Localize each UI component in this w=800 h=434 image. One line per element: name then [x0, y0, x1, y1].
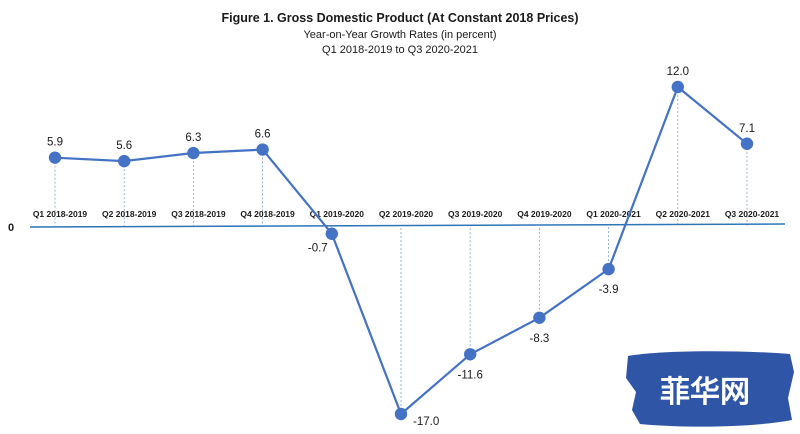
category-tick-label: Q1 2019-2020 — [310, 209, 365, 219]
category-tick-label: Q1 2018-2019 — [33, 209, 88, 219]
data-point-marker — [602, 262, 615, 276]
zero-axis-line — [29, 223, 786, 228]
data-labels: 5.9 5.6 6.3 6.6 -0.7 -17.0 -11.6 -8.3 -3.9 12.0 7.… — [47, 66, 755, 428]
category-tick-label: Q4 2018-2019 — [240, 209, 295, 219]
data-point-marker — [671, 80, 684, 94]
category-tick-label: Q2 2020-2021 — [656, 209, 711, 219]
data-value-label: -0.7 — [308, 243, 328, 255]
data-value-label: 5.6 — [116, 140, 132, 152]
data-point-marker — [187, 146, 200, 160]
watermark-text: 菲华网 — [660, 375, 750, 410]
data-point-marker — [740, 137, 754, 150]
data-value-label: -3.9 — [599, 284, 619, 296]
data-value-label: 7.1 — [739, 123, 755, 135]
watermark-brush-background — [626, 351, 794, 427]
zero-axis-label: 0 — [8, 222, 14, 234]
drop-lines — [54, 87, 748, 414]
category-tick-label: Q2 2019-2020 — [379, 209, 434, 219]
chart-subtitle-1: Year-on-Year Growth Rates (in percent) — [303, 29, 496, 41]
data-point-marker — [325, 227, 338, 240]
category-tick-label: Q2 2018-2019 — [102, 209, 157, 219]
data-value-label: 6.3 — [185, 132, 201, 144]
category-tick-label: Q3 2018-2019 — [171, 209, 226, 219]
category-tick-label: Q3 2020-2021 — [725, 209, 780, 219]
data-point-marker — [533, 311, 546, 324]
data-value-label: 5.9 — [47, 137, 63, 149]
data-value-label: -17.0 — [413, 416, 439, 428]
data-value-label: -8.3 — [529, 333, 549, 345]
data-value-label: 6.6 — [255, 129, 271, 141]
category-tick-label: Q3 2019-2020 — [448, 209, 503, 219]
category-tick-label: Q1 2020-2021 — [586, 209, 641, 219]
data-markers — [48, 80, 754, 421]
watermark-logo: 菲华网 — [626, 351, 794, 427]
data-point-marker — [256, 143, 269, 156]
data-point-marker — [118, 154, 131, 168]
chart-title: Figure 1. Gross Domestic Product (At Con… — [221, 11, 578, 25]
category-tick-labels: Q1 2018-2019 Q2 2018-2019 Q3 2018-2019 Q4 2… — [33, 209, 780, 219]
data-value-label: -11.6 — [458, 369, 483, 381]
data-point-marker — [48, 151, 62, 164]
category-tick-label: Q4 2019-2020 — [517, 209, 572, 219]
data-value-label: 12.0 — [667, 66, 689, 78]
chart-subtitle-2: Q1 2018-2019 to Q3 2020-2021 — [322, 44, 478, 56]
data-point-marker — [394, 407, 408, 421]
data-point-marker — [464, 348, 477, 361]
